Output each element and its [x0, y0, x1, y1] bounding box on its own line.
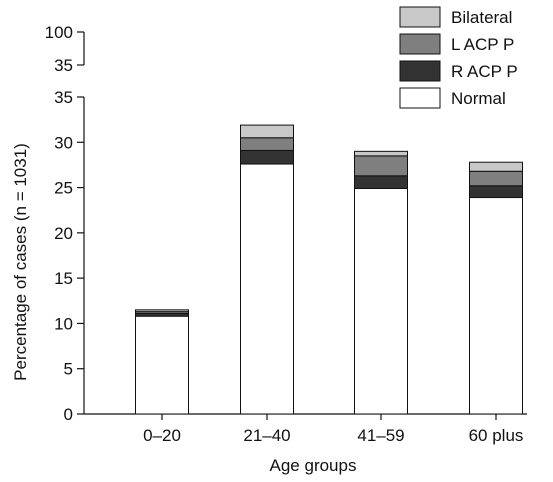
- bar-segment: [354, 175, 408, 189]
- bar-segment: [469, 197, 523, 415]
- bar-segment: [135, 315, 189, 415]
- y-tick-label: 20: [54, 224, 73, 243]
- x-axis-label: Age groups: [270, 456, 357, 475]
- bar-segment: [240, 163, 294, 415]
- legend-swatch: [399, 87, 441, 109]
- legend-swatch: [399, 6, 441, 28]
- legend-label: Normal: [451, 89, 506, 108]
- y-tick-label: 5: [64, 360, 73, 379]
- x-tick-label: 0–20: [143, 426, 181, 445]
- bar-segment: [135, 309, 189, 313]
- bar-segment: [354, 187, 408, 415]
- legend-swatch: [399, 60, 441, 82]
- bar-segment: [469, 185, 523, 199]
- x-tick-label: 21–40: [243, 426, 290, 445]
- y-tick-label: 10: [54, 314, 73, 333]
- legend-label: R ACP P: [451, 62, 518, 81]
- legend-swatch: [399, 33, 441, 55]
- y-tick-label: 25: [54, 179, 73, 198]
- x-tick-label: 41–59: [357, 426, 404, 445]
- bar-segment: [240, 149, 294, 165]
- bar-segment: [469, 161, 523, 172]
- y-axis-label: Percentage of cases (n = 1031): [11, 143, 30, 381]
- y-break-tick-label: 35: [54, 56, 73, 75]
- bar-segment: [469, 170, 523, 187]
- y-tick-label: 15: [54, 269, 73, 288]
- bars: [135, 124, 523, 415]
- y-break-tick-label: 100: [45, 23, 73, 42]
- y-tick-label: 0: [64, 405, 73, 424]
- bar-segment: [240, 137, 294, 151]
- x-tick-label: 60 plus: [469, 426, 524, 445]
- y-tick-label: 30: [54, 133, 73, 152]
- legend-label: L ACP P: [451, 35, 514, 54]
- bar-segment: [354, 155, 408, 177]
- legend-label: Bilateral: [451, 8, 512, 27]
- legend: Bilateral L ACP P R ACP P Normal: [399, 6, 518, 109]
- bar-segment: [354, 150, 408, 157]
- bar-segment: [240, 124, 294, 139]
- y-tick-label: 35: [54, 88, 73, 107]
